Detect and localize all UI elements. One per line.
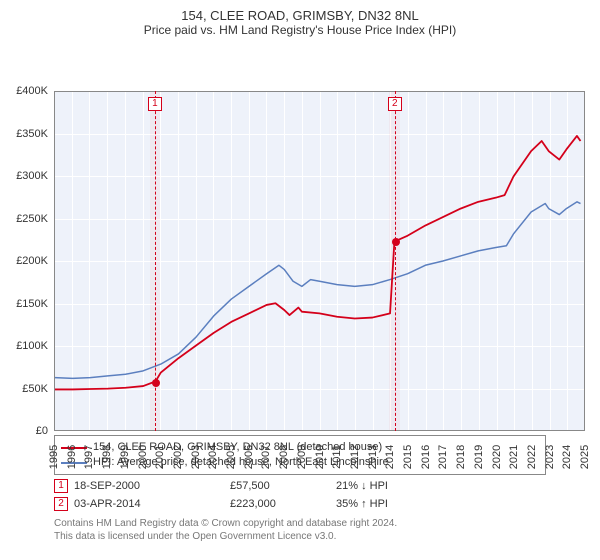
sale-price: £223,000 [230,498,330,510]
sale-dot [392,238,400,246]
xtick-label: 1999 [119,445,131,469]
sale-marker-line [395,91,396,431]
chart-subtitle: Price paid vs. HM Land Registry's House … [0,23,600,37]
xtick-label: 2005 [225,445,237,469]
xtick-label: 2002 [172,445,184,469]
xtick-label: 2007 [260,445,272,469]
sale-marker-badge: 2 [388,97,402,111]
xtick-label: 2012 [349,445,361,469]
xtick-label: 2019 [473,445,485,469]
xtick-label: 2023 [544,445,556,469]
chart-titles: 154, CLEE ROAD, GRIMSBY, DN32 8NL Price … [0,0,600,37]
ytick-label: £250K [0,213,48,225]
xtick-label: 2015 [402,445,414,469]
xtick-label: 2016 [420,445,432,469]
footer: Contains HM Land Registry data © Crown c… [54,517,546,543]
xtick-label: 2009 [296,445,308,469]
ytick-label: £50K [0,383,48,395]
sale-price: £57,500 [230,480,330,492]
plot-container: £0£50K£100K£150K£200K£250K£300K£350K£400… [0,41,600,431]
sale-badge: 2 [54,497,68,511]
series-svg [55,92,584,430]
ytick-label: £350K [0,128,48,140]
xtick-label: 2022 [526,445,538,469]
xtick-label: 2001 [154,445,166,469]
sales-list: 1 18-SEP-2000 £57,500 21% ↓ HPI 2 03-APR-2014… [0,479,600,511]
hpi-line [55,202,581,379]
xtick-label: 2008 [278,445,290,469]
xtick-label: 1998 [101,445,113,469]
footer-line: This data is licensed under the Open Gov… [54,530,546,543]
xtick-label: 2003 [190,445,202,469]
ytick-label: £200K [0,255,48,267]
xtick-label: 2020 [491,445,503,469]
xtick-label: 2024 [561,445,573,469]
sale-delta: 35% ↑ HPI [336,498,388,510]
ytick-label: £100K [0,340,48,352]
ytick-label: £300K [0,170,48,182]
xtick-label: 2004 [207,445,219,469]
sale-badge: 1 [54,479,68,493]
sale-marker-line [155,91,156,431]
price-vs-hpi-chart: 154, CLEE ROAD, GRIMSBY, DN32 8NL Price … [0,0,600,543]
chart-title: 154, CLEE ROAD, GRIMSBY, DN32 8NL [0,8,600,23]
xtick-label: 1995 [48,445,60,469]
xtick-label: 1996 [66,445,78,469]
sale-date: 18-SEP-2000 [74,480,224,492]
ytick-label: £150K [0,298,48,310]
footer-line: Contains HM Land Registry data © Crown c… [54,517,546,530]
xtick-label: 2000 [137,445,149,469]
sale-delta: 21% ↓ HPI [336,480,388,492]
property-line [55,136,581,390]
sale-dot [152,379,160,387]
sale-date: 03-APR-2014 [74,498,224,510]
xtick-label: 2025 [579,445,591,469]
xtick-label: 2006 [243,445,255,469]
xtick-label: 2017 [437,445,449,469]
xtick-label: 2018 [455,445,467,469]
xtick-label: 2014 [384,445,396,469]
xtick-label: 2021 [508,445,520,469]
plot-area [54,91,585,431]
xtick-label: 1997 [83,445,95,469]
xtick-label: 2011 [331,445,343,469]
xtick-label: 2013 [367,445,379,469]
ytick-label: £400K [0,85,48,97]
xtick-label: 2010 [314,445,326,469]
sale-row: 1 18-SEP-2000 £57,500 21% ↓ HPI [54,479,546,493]
ytick-label: £0 [0,425,48,437]
sale-marker-badge: 1 [148,97,162,111]
sale-row: 2 03-APR-2014 £223,000 35% ↑ HPI [54,497,546,511]
